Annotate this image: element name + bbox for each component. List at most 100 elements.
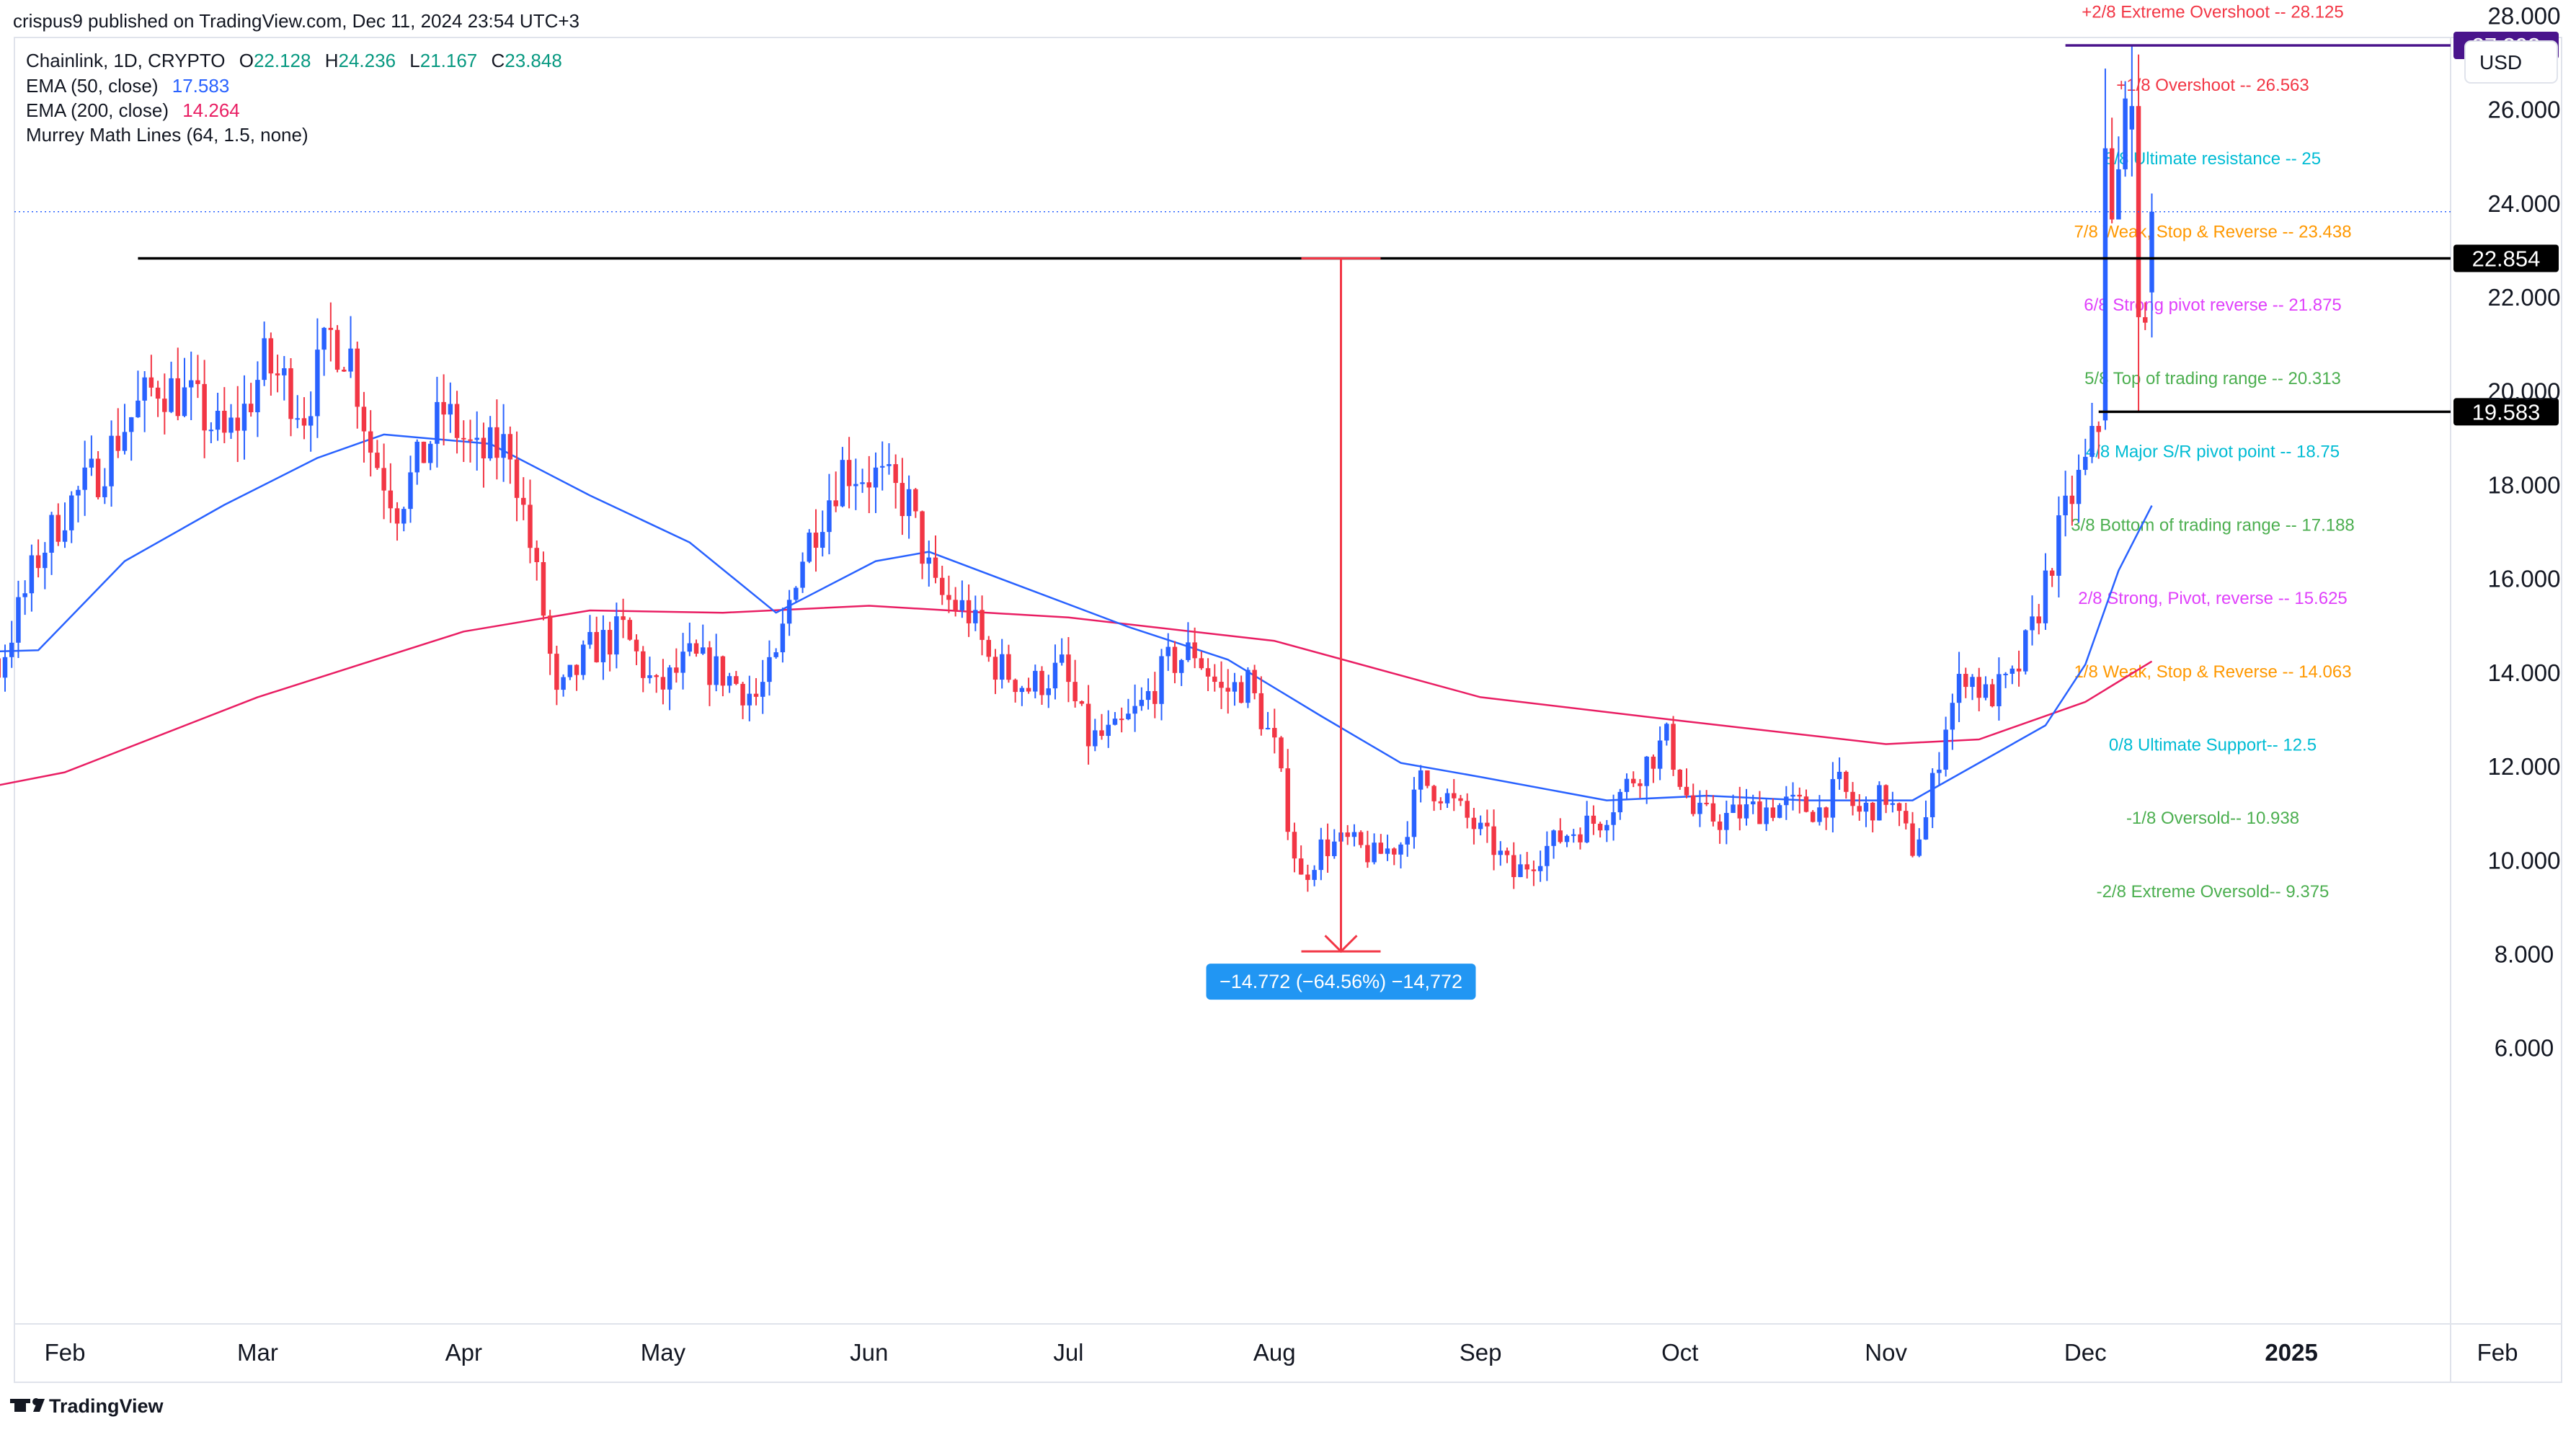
candle	[607, 621, 613, 672]
candle	[1358, 830, 1364, 848]
candle	[441, 374, 446, 445]
candle-body	[375, 453, 380, 468]
candle-body	[780, 623, 786, 653]
candle	[1172, 641, 1178, 684]
candle	[136, 370, 141, 418]
candle	[980, 595, 985, 656]
candle-body	[342, 369, 347, 372]
candle-body	[714, 656, 719, 685]
candle	[1298, 845, 1304, 875]
candle-body	[1863, 802, 1869, 812]
candle-body	[1099, 730, 1104, 737]
candle	[43, 542, 48, 590]
candle-body	[1019, 688, 1025, 693]
candle-body	[1704, 802, 1709, 804]
candle	[747, 675, 752, 721]
candle	[1564, 834, 1570, 848]
candle-body	[2023, 630, 2028, 672]
candle-body	[581, 644, 586, 675]
legend-close-key: C	[492, 50, 505, 71]
candle	[1983, 676, 1989, 701]
candle	[1452, 778, 1457, 811]
candle-body	[1970, 677, 1975, 688]
candle-body	[1844, 771, 1849, 792]
candle-body	[1524, 864, 1529, 870]
published-note: crispus9 published on TradingView.com, D…	[13, 10, 579, 32]
candle-body	[1279, 737, 1284, 769]
candle	[408, 455, 413, 523]
candle-body	[16, 597, 21, 643]
candle	[1750, 794, 1756, 814]
candle	[547, 610, 553, 675]
candle-body	[2076, 469, 2082, 504]
candle-body	[2149, 211, 2154, 293]
candle	[109, 420, 114, 507]
candle	[933, 535, 938, 584]
candle	[1465, 793, 1470, 829]
candle-body	[1764, 807, 1769, 824]
candle-body	[959, 600, 965, 610]
candle-body	[1830, 779, 1836, 818]
measurement-tool[interactable]: −14.772 (−64.56%) −14,772	[1206, 257, 1476, 1000]
candle-body	[1165, 646, 1171, 657]
candle-body	[1252, 670, 1257, 693]
price-axis[interactable]: 30.00028.00026.00024.00022.00020.00018.0…	[2488, 0, 2561, 1062]
candle-body	[1325, 839, 1331, 856]
candle-body	[1458, 798, 1463, 801]
candle	[1212, 664, 1217, 692]
candle	[913, 488, 918, 518]
candle-body	[1033, 670, 1038, 692]
candle	[182, 357, 187, 417]
candle	[1485, 809, 1490, 843]
candle-body	[448, 404, 453, 415]
candle	[255, 361, 260, 437]
candle	[846, 437, 852, 509]
candle	[833, 471, 838, 512]
candle-body	[1398, 844, 1403, 855]
legend-open-key: O	[239, 50, 254, 71]
candle-body	[866, 482, 872, 488]
legend-ema50[interactable]: EMA (50, close) 17.583	[26, 75, 229, 97]
candle-body	[1026, 688, 1031, 692]
ema-50-layer	[0, 433, 2153, 801]
candle-body	[228, 417, 234, 433]
candle-body	[1744, 804, 1749, 819]
candle-body	[421, 441, 427, 463]
candle-body	[1584, 815, 1589, 842]
candle	[939, 565, 945, 605]
candle	[1498, 841, 1504, 866]
legend-symbol: Chainlink, 1D, CRYPTO O22.128 H24.236 L2…	[26, 50, 562, 71]
candle-body	[753, 693, 759, 697]
candle	[561, 674, 566, 697]
candle-body	[2083, 456, 2088, 470]
currency-button[interactable]	[2464, 40, 2558, 84]
candle-body	[893, 464, 898, 484]
candle	[1857, 793, 1862, 821]
candle-body	[939, 577, 945, 595]
candle-body	[1351, 832, 1357, 837]
ema-200-line	[0, 605, 2153, 786]
candle-body	[1624, 778, 1630, 792]
candle-body	[148, 377, 154, 388]
legend-murrey[interactable]: Murrey Math Lines (64, 1.5, none)	[26, 124, 308, 146]
candle-body	[1245, 670, 1251, 703]
candle-body	[2129, 106, 2135, 130]
time-axis[interactable]: Feb Mar Apr May Jun Jul Aug Sep Oct Nov Dec 2025 Feb	[45, 1339, 2518, 1366]
candle-body	[1232, 682, 1238, 692]
price-level-tag	[2453, 398, 2559, 426]
candle	[1345, 824, 1350, 845]
candle	[1578, 827, 1583, 850]
candle-body	[627, 620, 633, 640]
candle-body	[1950, 703, 1955, 730]
candle	[1019, 685, 1025, 706]
murrey-level-label: +2/8 Extreme Overshoot -- 28.125	[2082, 2, 2344, 22]
candle-body	[906, 489, 912, 517]
candle-body	[1737, 804, 1742, 819]
candle-body	[29, 555, 35, 594]
candle-body	[2016, 668, 2022, 672]
candle-body	[1059, 654, 1065, 663]
legend-ema200[interactable]: EMA (200, close) 14.264	[26, 99, 240, 121]
time-tick-label: Feb	[2477, 1339, 2518, 1366]
candle-body	[992, 657, 998, 680]
